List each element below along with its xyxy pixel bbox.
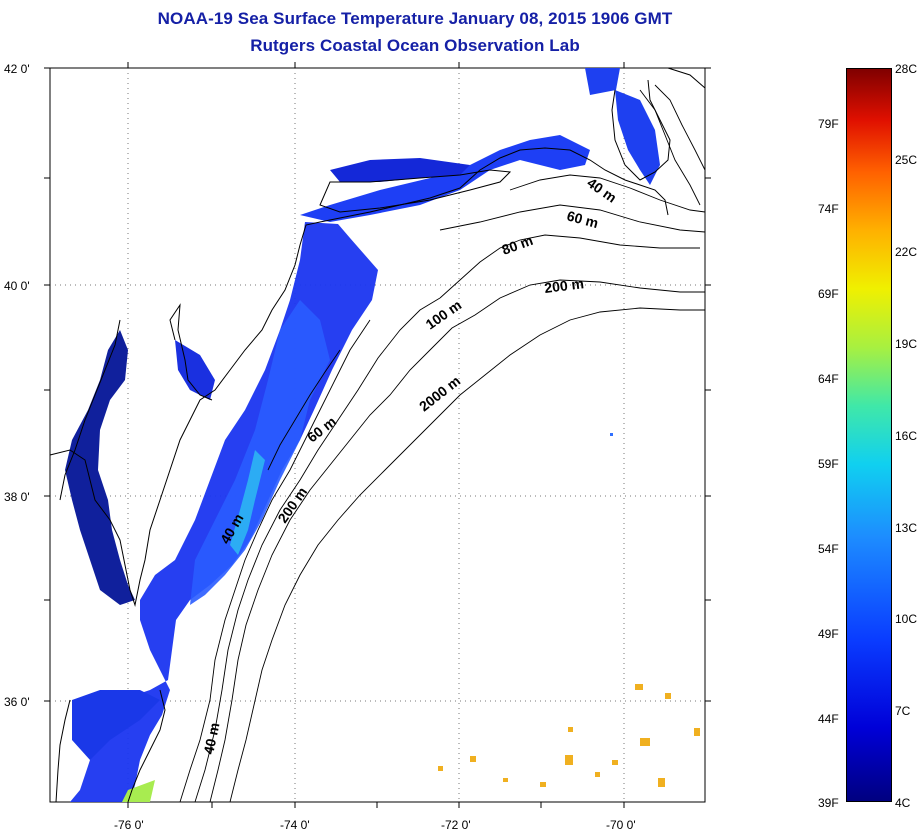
lon-label: -72 0' [441,818,471,832]
isobath-200m-south [209,279,705,803]
sst-north-patch [585,68,620,95]
coast-gulf-maine [667,67,706,89]
sst-offshore-warm-patches [438,684,700,787]
isobath-label: 60 m [565,207,600,231]
colorbar-c-label: 28C [895,62,918,76]
colorbar-f-label: 44F [818,712,839,726]
colorbar-c-label: 22C [895,245,918,259]
sst-cape-cod-bay [615,90,660,185]
sst-pamlico-sound [72,690,160,760]
isobath-cape-cod-2 [654,84,706,171]
colorbar-c-label: 13C [895,521,918,535]
coast-nc [55,699,71,803]
isobath-40m-south [179,319,371,803]
isobath-inner-shelf-1 [267,349,341,471]
coast-outer-banks [127,689,166,803]
lat-label: 36 0' [4,695,30,709]
isobath-60m-north [439,204,706,233]
map-subtitle: Rutgers Coastal Ocean Observation Lab [250,36,580,55]
map-title: NOAA-19 Sea Surface Temperature January … [157,9,673,28]
colorbar-f-label: 79F [818,117,839,131]
graticule [50,68,705,802]
coast-long-island [319,169,512,213]
colorbar-f-label: 74F [818,202,839,216]
sst-warm-edge [230,450,265,555]
isobaths [179,84,706,803]
isobath-label: 40 m [200,721,222,756]
sst-chesapeake [65,330,135,605]
sst-long-island-sound [300,135,590,222]
colorbar-f-label: 49F [818,627,839,641]
colorbar-f-label: 69F [818,287,839,301]
lat-label: 40 0' [4,279,30,293]
isobath-label: 200 m [543,275,584,296]
sst-delaware-bay [175,340,215,400]
colorbar-f-label: 59F [818,457,839,471]
colorbar-c-label: 16C [895,429,918,443]
isobath-40m-north [509,174,706,213]
lat-label: 42 0' [4,62,30,76]
colorbar-c-label: 19C [895,337,918,351]
lat-label: 38 0' [4,490,30,504]
lon-label: -74 0' [280,818,310,832]
colorbar-f-label: 54F [818,542,839,556]
coast-mainland [49,147,669,607]
lon-label: -70 0' [606,818,636,832]
isobath-80m [439,234,700,299]
colorbar-f-label: 39F [818,796,839,810]
coast-chesapeake-west [59,319,121,501]
isobath-60m-south [194,297,441,803]
isobath-cape-cod-1 [639,89,701,206]
sst-great-south-bay [330,158,470,182]
coastline [49,67,706,803]
sst-field [65,68,700,802]
colorbar-c-label: 25C [895,153,918,167]
colorbar-c-label: 4C [895,796,911,810]
isobath-2000m [229,307,705,803]
sst-inner-shelf [190,300,330,605]
coast-delmarva [169,303,213,401]
temperature-colorbar [846,68,892,802]
tick-marks [44,62,711,808]
lon-label: -76 0' [114,818,144,832]
colorbar-c-label: 10C [895,612,918,626]
colorbar-c-label: 7C [895,704,911,718]
map-frame [49,67,706,803]
colorbar-f-label: 64F [818,372,839,386]
